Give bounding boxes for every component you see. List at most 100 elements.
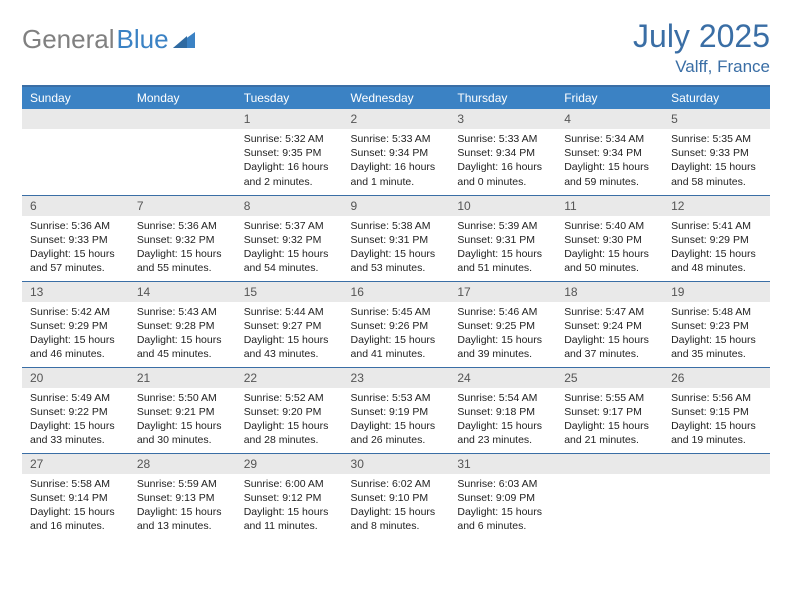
sunset-line: Sunset: 9:34 PM — [457, 146, 548, 160]
sunrise-line: Sunrise: 5:42 AM — [30, 305, 121, 319]
day-details: Sunrise: 5:38 AMSunset: 9:31 PMDaylight:… — [343, 216, 450, 280]
daylight-line: Daylight: 15 hours and 50 minutes. — [564, 247, 655, 275]
daylight-line: Daylight: 15 hours and 33 minutes. — [30, 419, 121, 447]
day-details: Sunrise: 6:02 AMSunset: 9:10 PMDaylight:… — [343, 474, 450, 538]
calendar-day-cell: 7Sunrise: 5:36 AMSunset: 9:32 PMDaylight… — [129, 195, 236, 281]
weekday-header: Monday — [129, 86, 236, 109]
day-number: 18 — [556, 282, 663, 302]
sunrise-line: Sunrise: 5:46 AM — [457, 305, 548, 319]
day-number: 16 — [343, 282, 450, 302]
day-details: Sunrise: 5:45 AMSunset: 9:26 PMDaylight:… — [343, 302, 450, 366]
header-bar: General Blue July 2025 Valff, France — [22, 18, 770, 77]
day-number: 25 — [556, 368, 663, 388]
daylight-line: Daylight: 15 hours and 59 minutes. — [564, 160, 655, 188]
sunrise-line: Sunrise: 5:36 AM — [30, 219, 121, 233]
calendar-day-cell: 22Sunrise: 5:52 AMSunset: 9:20 PMDayligh… — [236, 367, 343, 453]
day-number — [663, 454, 770, 474]
calendar-week-row: 27Sunrise: 5:58 AMSunset: 9:14 PMDayligh… — [22, 453, 770, 539]
sunset-line: Sunset: 9:20 PM — [244, 405, 335, 419]
calendar-day-cell: 24Sunrise: 5:54 AMSunset: 9:18 PMDayligh… — [449, 367, 556, 453]
day-number: 11 — [556, 196, 663, 216]
day-number: 29 — [236, 454, 343, 474]
sunrise-line: Sunrise: 5:47 AM — [564, 305, 655, 319]
sunrise-line: Sunrise: 5:56 AM — [671, 391, 762, 405]
calendar-day-cell: 20Sunrise: 5:49 AMSunset: 9:22 PMDayligh… — [22, 367, 129, 453]
day-number: 31 — [449, 454, 556, 474]
calendar-day-cell: 23Sunrise: 5:53 AMSunset: 9:19 PMDayligh… — [343, 367, 450, 453]
sunset-line: Sunset: 9:14 PM — [30, 491, 121, 505]
day-number: 3 — [449, 109, 556, 129]
calendar-day-cell: 16Sunrise: 5:45 AMSunset: 9:26 PMDayligh… — [343, 281, 450, 367]
sunset-line: Sunset: 9:22 PM — [30, 405, 121, 419]
calendar-day-cell: 10Sunrise: 5:39 AMSunset: 9:31 PMDayligh… — [449, 195, 556, 281]
daylight-line: Daylight: 15 hours and 39 minutes. — [457, 333, 548, 361]
calendar-table: Sunday Monday Tuesday Wednesday Thursday… — [22, 85, 770, 539]
calendar-day-cell: 29 Sunrise: 6:00 AMSunset: 9:12 PMDayligh… — [236, 453, 343, 539]
sunrise-line: Sunrise: 5:40 AM — [564, 219, 655, 233]
day-number: 14 — [129, 282, 236, 302]
sunset-line: Sunset: 9:12 PM — [244, 491, 335, 505]
calendar-day-cell: 5Sunrise: 5:35 AMSunset: 9:33 PMDaylight… — [663, 109, 770, 195]
day-details: Sunrise: 5:49 AMSunset: 9:22 PMDaylight:… — [22, 388, 129, 452]
daylight-line: Daylight: 15 hours and 11 minutes. — [244, 505, 335, 533]
day-number: 17 — [449, 282, 556, 302]
sunrise-line: Sunrise: 5:33 AM — [351, 132, 442, 146]
sunset-line: Sunset: 9:31 PM — [457, 233, 548, 247]
day-details: Sunrise: 5:37 AMSunset: 9:32 PMDaylight:… — [236, 216, 343, 280]
daylight-line: Daylight: 15 hours and 21 minutes. — [564, 419, 655, 447]
weekday-header: Tuesday — [236, 86, 343, 109]
day-number: 26 — [663, 368, 770, 388]
sunset-line: Sunset: 9:21 PM — [137, 405, 228, 419]
sunset-line: Sunset: 9:29 PM — [30, 319, 121, 333]
daylight-line: Daylight: 15 hours and 43 minutes. — [244, 333, 335, 361]
daylight-line: Daylight: 15 hours and 53 minutes. — [351, 247, 442, 275]
day-details: Sunrise: 5:56 AMSunset: 9:15 PMDaylight:… — [663, 388, 770, 452]
sunset-line: Sunset: 9:29 PM — [671, 233, 762, 247]
day-details: Sunrise: 5:33 AMSunset: 9:34 PMDaylight:… — [449, 129, 556, 193]
calendar-day-cell: 8Sunrise: 5:37 AMSunset: 9:32 PMDaylight… — [236, 195, 343, 281]
calendar-day-cell: 15Sunrise: 5:44 AMSunset: 9:27 PMDayligh… — [236, 281, 343, 367]
calendar-day-cell: 3Sunrise: 5:33 AMSunset: 9:34 PMDaylight… — [449, 109, 556, 195]
daylight-line: Daylight: 15 hours and 45 minutes. — [137, 333, 228, 361]
location-subtitle: Valff, France — [633, 57, 770, 77]
sunrise-line: Sunrise: 5:52 AM — [244, 391, 335, 405]
weekday-header: Wednesday — [343, 86, 450, 109]
daylight-line: Daylight: 15 hours and 8 minutes. — [351, 505, 442, 533]
day-details: Sunrise: 5:52 AMSunset: 9:20 PMDaylight:… — [236, 388, 343, 452]
calendar-day-cell: 21Sunrise: 5:50 AMSunset: 9:21 PMDayligh… — [129, 367, 236, 453]
day-details: Sunrise: 5:47 AMSunset: 9:24 PMDaylight:… — [556, 302, 663, 366]
sunrise-line: Sunrise: 5:55 AM — [564, 391, 655, 405]
sunrise-line: Sunrise: 6:03 AM — [457, 477, 548, 491]
day-details: Sunrise: 5:33 AMSunset: 9:34 PMDaylight:… — [343, 129, 450, 193]
daylight-line: Daylight: 15 hours and 16 minutes. — [30, 505, 121, 533]
day-number — [556, 454, 663, 474]
calendar-day-cell: 26Sunrise: 5:56 AMSunset: 9:15 PMDayligh… — [663, 367, 770, 453]
sunrise-line: Sunrise: 5:59 AM — [137, 477, 228, 491]
calendar-day-cell — [663, 453, 770, 539]
sunrise-line: Sunrise: 6:00 AM — [244, 477, 335, 491]
day-number: 7 — [129, 196, 236, 216]
daylight-line: Daylight: 15 hours and 26 minutes. — [351, 419, 442, 447]
day-number: 8 — [236, 196, 343, 216]
sunset-line: Sunset: 9:13 PM — [137, 491, 228, 505]
calendar-day-cell: 1Sunrise: 5:32 AMSunset: 9:35 PMDaylight… — [236, 109, 343, 195]
day-details: Sunrise: 5:32 AMSunset: 9:35 PMDaylight:… — [236, 129, 343, 193]
daylight-line: Daylight: 15 hours and 28 minutes. — [244, 419, 335, 447]
day-number: 21 — [129, 368, 236, 388]
calendar-day-cell — [129, 109, 236, 195]
sunrise-line: Sunrise: 5:44 AM — [244, 305, 335, 319]
sunset-line: Sunset: 9:32 PM — [244, 233, 335, 247]
sunset-line: Sunset: 9:10 PM — [351, 491, 442, 505]
sunrise-line: Sunrise: 5:32 AM — [244, 132, 335, 146]
calendar-day-cell: 9Sunrise: 5:38 AMSunset: 9:31 PMDaylight… — [343, 195, 450, 281]
daylight-line: Daylight: 15 hours and 37 minutes. — [564, 333, 655, 361]
day-details: Sunrise: 5:46 AMSunset: 9:25 PMDaylight:… — [449, 302, 556, 366]
day-details: Sunrise: 5:40 AMSunset: 9:30 PMDaylight:… — [556, 216, 663, 280]
weekday-header: Saturday — [663, 86, 770, 109]
sunset-line: Sunset: 9:34 PM — [351, 146, 442, 160]
sunrise-line: Sunrise: 5:45 AM — [351, 305, 442, 319]
day-details: Sunrise: 5:34 AMSunset: 9:34 PMDaylight:… — [556, 129, 663, 193]
sunset-line: Sunset: 9:23 PM — [671, 319, 762, 333]
day-number: 10 — [449, 196, 556, 216]
day-details: Sunrise: 5:36 AMSunset: 9:33 PMDaylight:… — [22, 216, 129, 280]
